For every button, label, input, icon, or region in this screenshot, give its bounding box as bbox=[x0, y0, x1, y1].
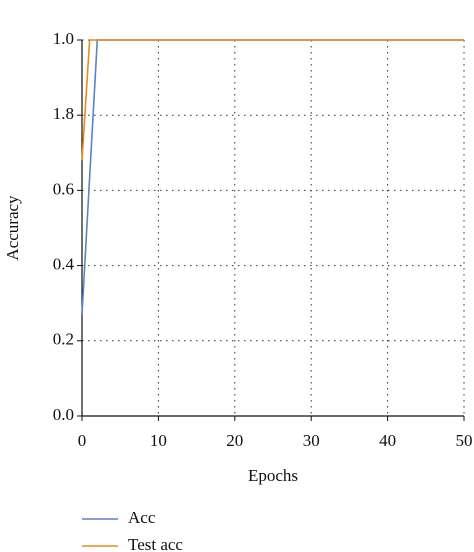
x-tick-label: 10 bbox=[150, 431, 167, 450]
y-tick-label: 0.2 bbox=[53, 330, 74, 349]
x-tick-label: 40 bbox=[379, 431, 396, 450]
x-tick-label: 50 bbox=[456, 431, 473, 450]
x-tick-label: 20 bbox=[226, 431, 243, 450]
x-axis-label: Epochs bbox=[248, 466, 298, 485]
y-tick-label: 0.0 bbox=[53, 405, 74, 424]
y-tick-label: 1.0 bbox=[53, 29, 74, 48]
legend-label: Test acc bbox=[128, 535, 183, 552]
x-tick-label: 0 bbox=[78, 431, 87, 450]
legend-label: Acc bbox=[128, 508, 156, 527]
y-tick-label: 0.6 bbox=[53, 179, 74, 198]
series-line bbox=[81, 39, 464, 315]
y-tick-label: 0.4 bbox=[53, 255, 75, 274]
y-tick-label: 1.8 bbox=[53, 104, 74, 123]
series-line bbox=[81, 39, 464, 161]
y-axis-label: Accuracy bbox=[3, 195, 22, 261]
x-tick-label: 30 bbox=[303, 431, 320, 450]
